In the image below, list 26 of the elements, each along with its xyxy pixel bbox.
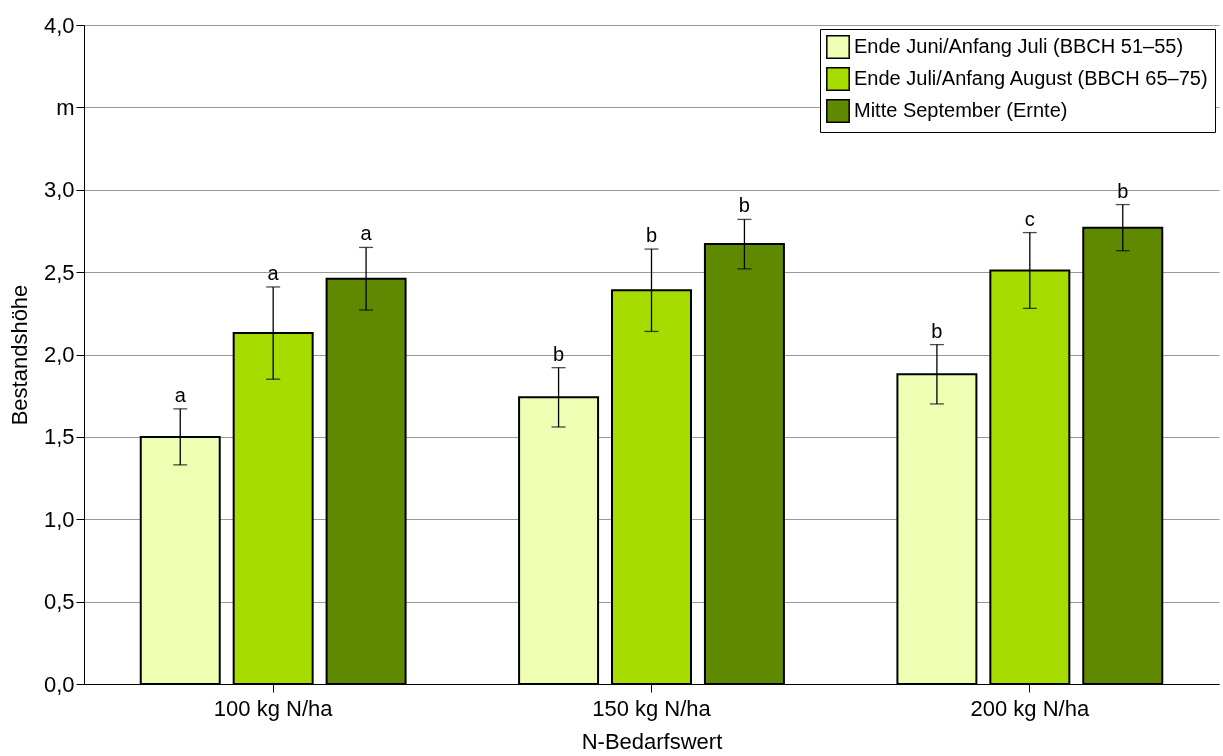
legend-label: Ende Juli/Anfang August (BBCH 65–75) — [854, 67, 1208, 89]
annotation: b — [553, 342, 565, 365]
y-tick-label: 3,0 — [43, 177, 75, 203]
annotation: a — [267, 261, 280, 284]
y-tick-label: 4,0 — [43, 12, 75, 38]
x-tick-label: 100 kg N/ha — [213, 695, 334, 721]
annotation: b — [1117, 179, 1129, 202]
annotation: b — [931, 319, 943, 342]
y-axis-title: Bestandshöhe — [6, 284, 32, 426]
y-tick-label: 2,5 — [43, 259, 75, 285]
annotation: b — [738, 194, 750, 217]
y-tick-label: 1,5 — [43, 424, 75, 450]
annotation: a — [174, 383, 187, 406]
annotation: a — [360, 222, 373, 245]
annotation: b — [645, 224, 658, 247]
x-tick-label: 150 kg N/ha — [592, 695, 712, 721]
legend-label: Mitte September (Ernte) — [854, 99, 1068, 121]
y-tick-label: 0,5 — [43, 589, 75, 615]
y-tick-label: 2,0 — [43, 342, 75, 367]
y-tick-label: 1,0 — [43, 506, 75, 532]
x-tick-label: 200 kg N/ha — [970, 695, 1090, 721]
annotation: c — [1024, 207, 1035, 230]
x-axis-title: N-Bedarfswert — [581, 728, 723, 754]
legend-label: Ende Juni/Anfang Juli (BBCH 51–55) — [854, 35, 1184, 57]
y-tick-label: 0,0 — [43, 671, 75, 697]
y-tick-label: m — [56, 94, 75, 120]
